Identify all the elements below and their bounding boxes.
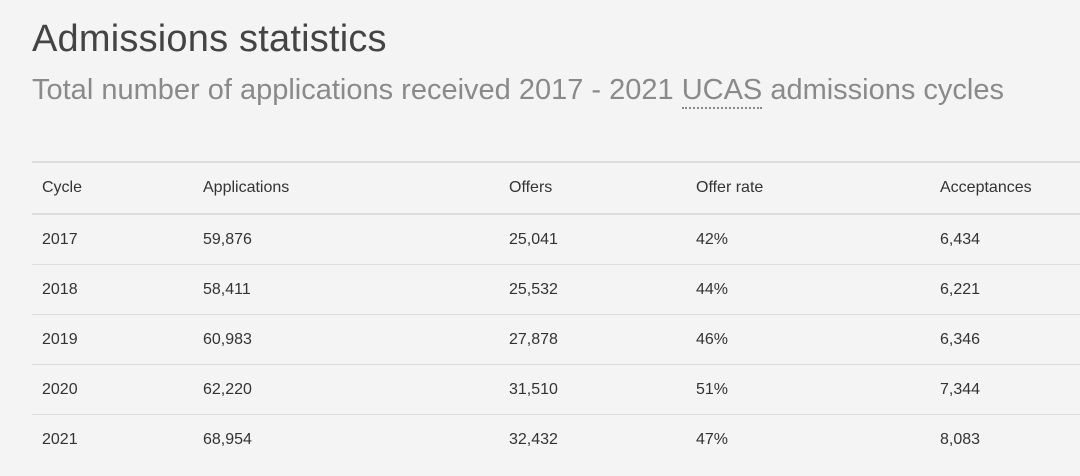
cell-cycle: 2021 xyxy=(32,414,193,464)
cell-offer-rate: 51% xyxy=(686,364,930,415)
cell-cycle: 2020 xyxy=(32,364,193,415)
cell-offers: 27,878 xyxy=(499,314,686,365)
cell-offer-rate: 42% xyxy=(696,230,729,248)
cell-acceptances: 7,344 xyxy=(930,364,1080,415)
table-row: 2020 62,220 31,510 51% 7,344 xyxy=(32,364,1080,415)
header-offer-rate: Offer rate xyxy=(686,161,930,215)
table-row: 2019 60,983 27,878 46% 6,346 xyxy=(32,314,1080,365)
cell-offers: 25,041 xyxy=(509,230,558,248)
cell-offer-rate: 44% xyxy=(686,264,930,315)
cell-offers: 25,532 xyxy=(499,264,686,315)
admissions-table: Cycle Applications Offers Offer rate Acc… xyxy=(32,161,1080,464)
header-offers: Offers xyxy=(499,161,686,215)
cell-applications: 59,876 xyxy=(203,230,252,248)
ucas-abbreviation[interactable]: UCAS xyxy=(681,74,763,109)
cell-applications: 60,983 xyxy=(193,314,499,365)
table-row: 2018 58,411 25,532 44% 6,221 xyxy=(32,264,1080,315)
cell-offer-rate: 46% xyxy=(686,314,930,365)
header-acceptances: Acceptances xyxy=(930,161,1080,215)
cell-acceptances: 6,346 xyxy=(930,314,1080,365)
page-title: Admissions statistics xyxy=(32,18,387,60)
cell-offer-rate: 47% xyxy=(686,414,930,464)
cell-applications: 68,954 xyxy=(193,414,499,464)
cell-acceptances: 8,083 xyxy=(930,414,1080,464)
cell-applications: 62,220 xyxy=(193,364,499,415)
table-row: 2017 59,876 25,041 42% 6,434 xyxy=(32,214,1080,265)
header-cycle: Cycle xyxy=(32,161,193,215)
cell-offers: 31,510 xyxy=(499,364,686,415)
header-applications: Applications xyxy=(193,161,499,215)
table-row: 2021 68,954 32,432 47% 8,083 xyxy=(32,414,1080,464)
subtitle-text-start: Total number of applications received 20… xyxy=(32,74,682,106)
cell-applications: 58,411 xyxy=(193,264,499,315)
cell-cycle: 2018 xyxy=(32,264,193,315)
subtitle-text-end: admissions cycles xyxy=(762,74,1005,106)
cell-cycle: 2019 xyxy=(32,314,193,365)
page-subtitle: Total number of applications received 20… xyxy=(32,74,1005,109)
table-header-row: Cycle Applications Offers Offer rate Acc… xyxy=(32,161,1080,215)
cell-acceptances: 6,221 xyxy=(930,264,1080,315)
cell-cycle: 2017 xyxy=(42,230,78,248)
cell-offers: 32,432 xyxy=(499,414,686,464)
cell-acceptances: 6,434 xyxy=(940,230,981,248)
